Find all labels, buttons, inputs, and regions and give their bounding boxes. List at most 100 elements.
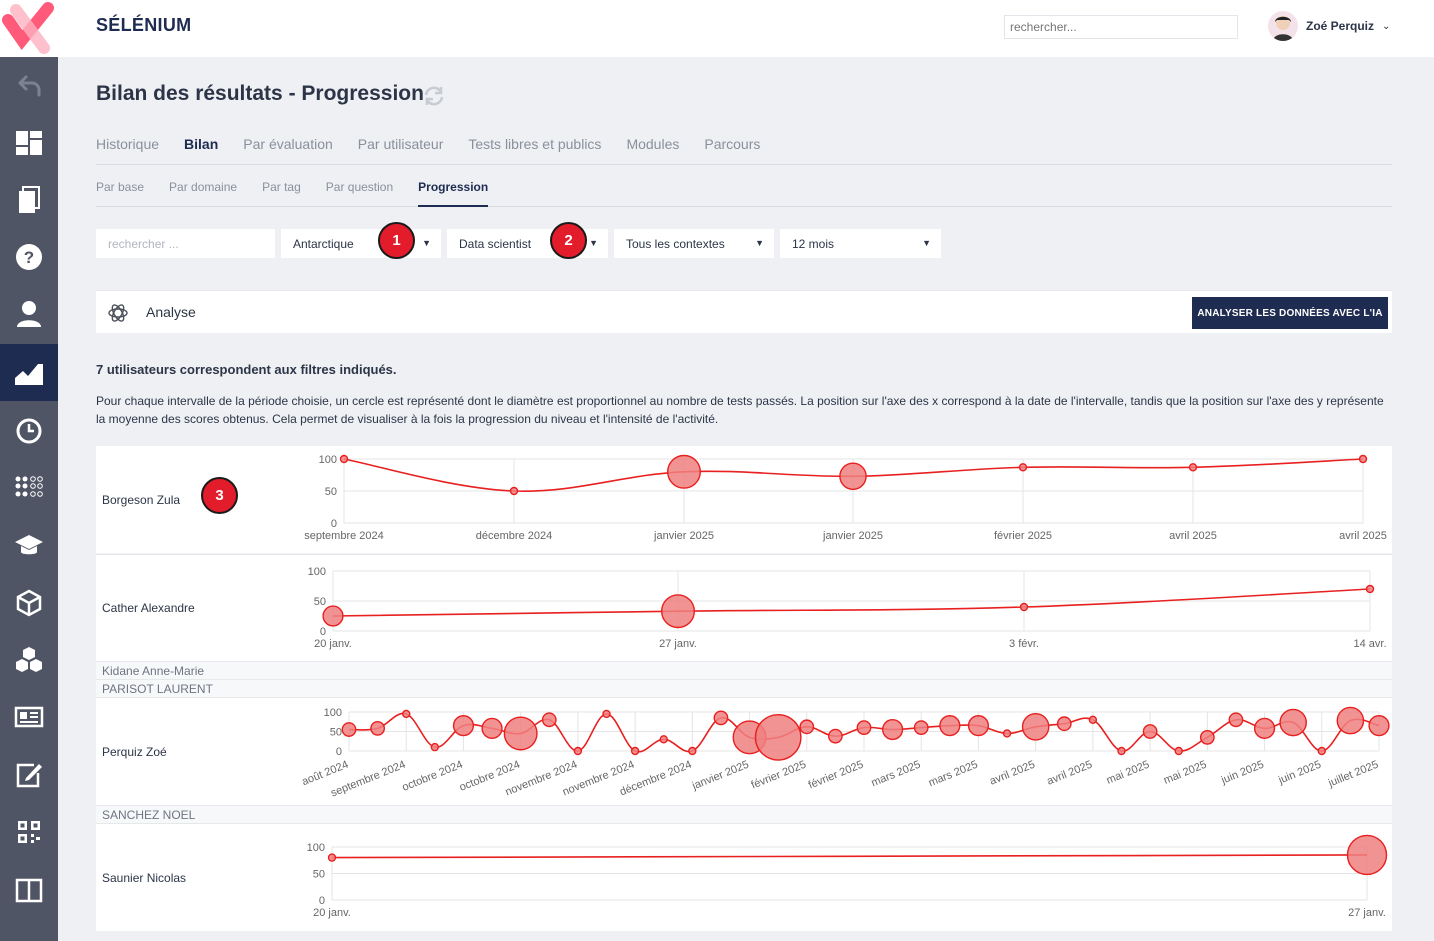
data-point[interactable] — [503, 716, 538, 751]
data-point[interactable] — [1368, 715, 1390, 737]
subtab-progression[interactable]: Progression — [418, 180, 489, 207]
data-point[interactable] — [659, 735, 668, 744]
brand-name[interactable]: SÉLÉNIUM — [96, 15, 192, 35]
user-menu[interactable]: Zoé Perquiz ⌄ — [1268, 9, 1390, 43]
filter-search-input[interactable]: rechercher ... — [96, 229, 275, 258]
data-point[interactable] — [452, 715, 475, 737]
data-point[interactable] — [339, 454, 349, 464]
clock-icon[interactable] — [0, 402, 58, 459]
logo[interactable] — [0, 0, 58, 57]
data-point[interactable] — [1056, 716, 1072, 732]
data-point[interactable] — [856, 720, 872, 736]
user-row-parisot[interactable]: PARISOT LAURENT — [96, 679, 1392, 697]
data-point[interactable] — [827, 728, 843, 744]
qr-code-icon[interactable] — [0, 803, 58, 860]
user-row-sanchez[interactable]: SANCHEZ NOEL — [96, 805, 1392, 823]
tab-tests-libres[interactable]: Tests libres et publics — [468, 136, 602, 152]
data-point[interactable] — [1088, 715, 1098, 724]
data-point[interactable] — [667, 454, 702, 489]
data-point[interactable] — [322, 605, 344, 627]
data-point[interactable] — [1358, 454, 1368, 464]
chart-cather: 0 50 100 20 janv. 27 janv. 3 févr. 14 avr. — [298, 554, 1392, 661]
dashboard-icon[interactable] — [0, 114, 58, 171]
x-tick-label: janvier 2025 — [653, 530, 714, 542]
grid-icon[interactable] — [0, 459, 58, 516]
data-point[interactable] — [967, 715, 990, 737]
user-icon[interactable] — [0, 285, 58, 342]
data-point[interactable] — [1199, 729, 1215, 745]
subtab-par-question[interactable]: Par question — [325, 180, 394, 194]
tab-par-utilisateur[interactable]: Par utilisateur — [357, 136, 444, 152]
x-tick-label: juin 2025 — [1276, 759, 1323, 787]
data-point[interactable] — [1317, 746, 1326, 756]
box-icon[interactable] — [0, 574, 58, 631]
tab-bilan[interactable]: Bilan — [184, 136, 219, 152]
data-point[interactable] — [402, 709, 411, 719]
x-tick-label: décembre 2024 — [476, 530, 552, 542]
data-point[interactable] — [1346, 834, 1388, 876]
data-point[interactable] — [713, 710, 729, 726]
data-point[interactable] — [688, 746, 697, 756]
data-point[interactable] — [1142, 724, 1158, 739]
back-icon[interactable] — [0, 57, 58, 114]
data-point[interactable] — [661, 594, 696, 629]
data-point[interactable] — [509, 486, 519, 496]
data-point[interactable] — [1228, 712, 1244, 728]
edit-icon[interactable] — [0, 746, 58, 803]
columns-icon[interactable] — [0, 862, 58, 919]
data-point[interactable] — [481, 717, 503, 739]
data-point[interactable] — [754, 713, 802, 761]
x-tick-label: 20 janv. — [314, 638, 352, 650]
tab-modules[interactable]: Modules — [626, 136, 680, 152]
help-icon[interactable]: ? — [0, 228, 58, 285]
chart-icon[interactable] — [0, 344, 58, 401]
refresh-icon[interactable] — [422, 84, 446, 113]
data-point[interactable] — [1021, 713, 1050, 741]
subtab-par-tag[interactable]: Par tag — [262, 180, 301, 194]
tab-historique[interactable]: Historique — [96, 136, 160, 152]
data-point[interactable] — [430, 742, 440, 752]
analyse-ai-button[interactable]: ANALYSER LES DONNÉES AVEC L'IA — [1192, 297, 1388, 329]
analyse-panel: Analyse ANALYSER LES DONNÉES AVEC L'IA — [96, 290, 1392, 333]
data-point[interactable] — [1002, 729, 1012, 738]
user-row-saunier[interactable]: Saunier Nicolas — [96, 823, 298, 931]
data-point[interactable] — [1188, 463, 1198, 472]
period-select[interactable]: 12 mois ▼ — [780, 229, 941, 258]
subtab-par-base[interactable]: Par base — [96, 180, 145, 194]
context-select[interactable]: Tous les contextes ▼ — [614, 229, 774, 258]
user-row-kidane[interactable]: Kidane Anne-Marie — [96, 661, 1392, 679]
data-point[interactable] — [630, 746, 640, 756]
data-point[interactable] — [939, 715, 961, 737]
data-point[interactable] — [913, 720, 929, 736]
region-select[interactable]: Antarctique ▼ — [281, 229, 441, 258]
boxes-icon[interactable] — [0, 631, 58, 688]
data-point[interactable] — [602, 709, 611, 719]
data-point[interactable] — [1019, 602, 1029, 612]
tab-par-evaluation[interactable]: Par évaluation — [243, 136, 333, 152]
user-row-perquiz[interactable]: Perquiz Zoé — [96, 697, 298, 805]
data-point[interactable] — [1365, 584, 1375, 594]
news-icon[interactable] — [0, 688, 58, 745]
graduation-cap-icon[interactable] — [0, 516, 58, 573]
data-point[interactable] — [541, 712, 557, 728]
data-point[interactable] — [799, 719, 815, 735]
data-point[interactable] — [839, 462, 867, 491]
data-point[interactable] — [1174, 746, 1183, 756]
data-point[interactable] — [370, 720, 386, 736]
data-point[interactable] — [327, 853, 337, 862]
data-point[interactable] — [1279, 708, 1307, 737]
data-point[interactable] — [341, 722, 357, 737]
data-point[interactable] — [573, 746, 583, 756]
global-search-input[interactable] — [1004, 15, 1238, 39]
data-point[interactable] — [1018, 463, 1028, 472]
documents-icon[interactable] — [0, 171, 58, 228]
data-point[interactable] — [1336, 706, 1365, 735]
tab-parcours[interactable]: Parcours — [704, 136, 761, 152]
data-point[interactable] — [1117, 746, 1126, 756]
data-point[interactable] — [1253, 717, 1276, 739]
subtab-par-domaine[interactable]: Par domaine — [169, 180, 238, 194]
user-row-borgeson[interactable]: Borgeson Zula — [96, 446, 298, 553]
data-point[interactable] — [882, 718, 904, 741]
region-value: Antarctique — [293, 237, 354, 251]
user-row-cather[interactable]: Cather Alexandre — [96, 554, 298, 661]
